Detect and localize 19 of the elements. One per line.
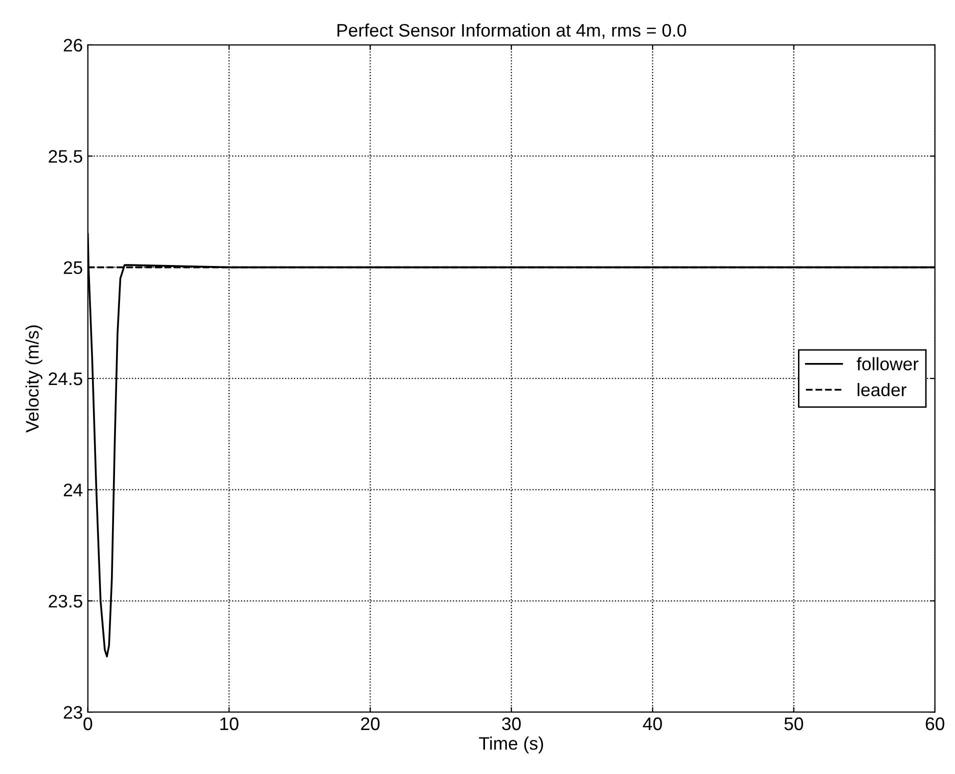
y-tick-label: 25 — [64, 261, 82, 274]
legend-label: follower — [856, 357, 918, 370]
y-tick-label: 23 — [64, 706, 82, 719]
x-tick-label: 40 — [642, 717, 662, 730]
y-tick-label: 26 — [64, 38, 82, 52]
legend-label: leader — [858, 383, 906, 396]
x-tick-label: 0 — [84, 717, 92, 730]
x-axis-title: Time (s) — [479, 736, 544, 754]
y-tick-label: 24 — [64, 484, 82, 496]
x-tick-label: 20 — [361, 717, 380, 730]
x-tick-label: 50 — [784, 717, 804, 730]
y-axis-title: Velocity (m/s) — [25, 325, 42, 433]
x-tick-label: 10 — [220, 717, 238, 730]
y-tick-label: 24.5 — [48, 372, 82, 386]
y-tick-label: 23.5 — [48, 594, 82, 608]
y-tick-label: 25.5 — [48, 150, 82, 163]
x-tick-label: 30 — [502, 717, 521, 730]
chart-title: Perfect Sensor Information at 4m, rms = 0.0 — [338, 23, 686, 39]
x-tick-label: 60 — [926, 717, 944, 730]
